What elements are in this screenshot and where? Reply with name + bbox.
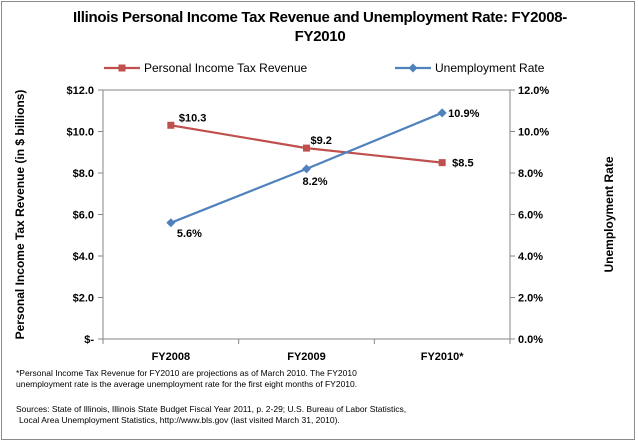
y-left-tick-label: $12.0 bbox=[66, 85, 94, 97]
y-right-tick-label: 2.0% bbox=[518, 293, 543, 305]
y-right-tick-label: 4.0% bbox=[518, 251, 543, 263]
unemployment-point bbox=[302, 164, 311, 174]
series-line-1 bbox=[170, 124, 443, 164]
revenue-data-label: $9.2 bbox=[311, 135, 332, 147]
revenue-point bbox=[167, 121, 175, 129]
legend-marker-square bbox=[118, 64, 126, 72]
sources-line-1: Sources: State of Illinois, Illinois Sta… bbox=[16, 404, 407, 414]
unemployment-point bbox=[166, 218, 176, 228]
chart-title-line-2: FY2010 bbox=[294, 28, 346, 45]
unemployment-data-label: 5.6% bbox=[177, 228, 202, 240]
revenue-point bbox=[303, 144, 310, 152]
legend-marker-diamond bbox=[408, 63, 418, 73]
y-right-tick-label: 6.0% bbox=[518, 210, 543, 222]
chart-title-line-1: Illinois Personal Income Tax Revenue and… bbox=[73, 9, 567, 26]
revenue-data-label: $8.5 bbox=[452, 158, 473, 170]
unemployment-data-label: 10.9% bbox=[448, 108, 479, 120]
y-left-tick-label: $8.0 bbox=[73, 168, 94, 180]
y-right-axis-title: Unemployment Rate bbox=[602, 156, 616, 272]
plot-area bbox=[102, 89, 511, 340]
footnote-line-1: *Personal Income Tax Revenue for FY2010 … bbox=[16, 368, 357, 378]
y-left-tick-label: $- bbox=[84, 334, 94, 346]
y-right-tick-label: 12.0% bbox=[518, 85, 549, 97]
y-right-tick-label: 0.0% bbox=[518, 334, 543, 346]
footnote-line-2: unemployment rate is the average unemplo… bbox=[16, 379, 358, 389]
y-right-tick-label: 10.0% bbox=[518, 127, 549, 139]
y-right-tick-label: 8.0% bbox=[518, 168, 543, 180]
sources-line-2: Local Area Unemployment Statistics, http… bbox=[19, 415, 340, 425]
y-left-axis-title: Personal Income Tax Revenue (in $ billio… bbox=[13, 90, 27, 340]
y-left-tick-label: $10.0 bbox=[66, 127, 94, 139]
x-tick-label: FY2010* bbox=[421, 351, 465, 363]
legend-label: Unemployment Rate bbox=[435, 61, 545, 75]
y-left-tick-label: $6.0 bbox=[73, 210, 94, 222]
legend-label: Personal Income Tax Revenue bbox=[144, 61, 308, 75]
y-left-tick-label: $4.0 bbox=[73, 251, 94, 263]
y-left-tick-label: $2.0 bbox=[73, 293, 94, 305]
revenue-point bbox=[438, 159, 446, 167]
unemployment-point bbox=[437, 108, 447, 118]
x-tick-label: FY2009 bbox=[287, 351, 326, 363]
x-tick-label: FY2008 bbox=[152, 351, 191, 363]
revenue-data-label: $10.3 bbox=[179, 112, 207, 124]
sources-note: Sources: State of Illinois, Illinois Sta… bbox=[16, 404, 616, 426]
chart-title: Illinois Personal Income Tax Revenue and… bbox=[40, 8, 600, 46]
footnote: *Personal Income Tax Revenue for FY2010 … bbox=[16, 368, 616, 390]
unemployment-data-label: 8.2% bbox=[303, 176, 328, 188]
